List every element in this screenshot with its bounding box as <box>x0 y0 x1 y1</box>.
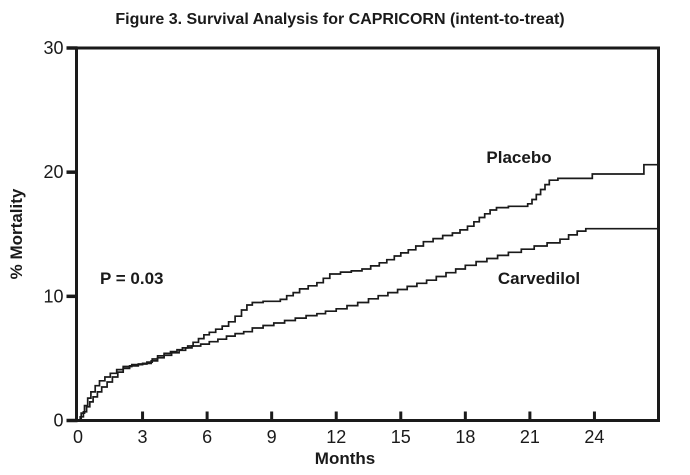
x-axis-title: Months <box>315 449 375 468</box>
x-tick-label: 0 <box>73 427 83 447</box>
x-tick-label: 21 <box>520 427 540 447</box>
series-label-carvedilol: Carvedilol <box>498 269 580 288</box>
plot-area: 0 3 6 9 12 15 18 21 24 0 10 20 30 <box>43 38 660 447</box>
figure-title: Figure 3. Survival Analysis for CAPRICOR… <box>115 11 564 28</box>
series-label-placebo: Placebo <box>486 148 551 167</box>
y-tick-label: 10 <box>43 286 63 306</box>
x-tick-label: 9 <box>267 427 277 447</box>
x-tick-label: 15 <box>391 427 411 447</box>
x-tick-label: 12 <box>326 427 346 447</box>
x-tick-label: 24 <box>584 427 604 447</box>
x-tick-label: 18 <box>455 427 475 447</box>
p-value-annotation: P = 0.03 <box>100 269 164 288</box>
y-axis-title: % Mortality <box>7 188 26 279</box>
x-tick-label: 3 <box>138 427 148 447</box>
y-tick-label: 30 <box>43 38 63 58</box>
series-curve-placebo <box>78 163 659 422</box>
y-tick-label: 0 <box>53 411 63 431</box>
plot-border <box>75 46 660 422</box>
x-tick-label: 6 <box>202 427 212 447</box>
y-tick-label: 20 <box>43 162 63 182</box>
series-curve-carvedilol <box>78 227 659 422</box>
